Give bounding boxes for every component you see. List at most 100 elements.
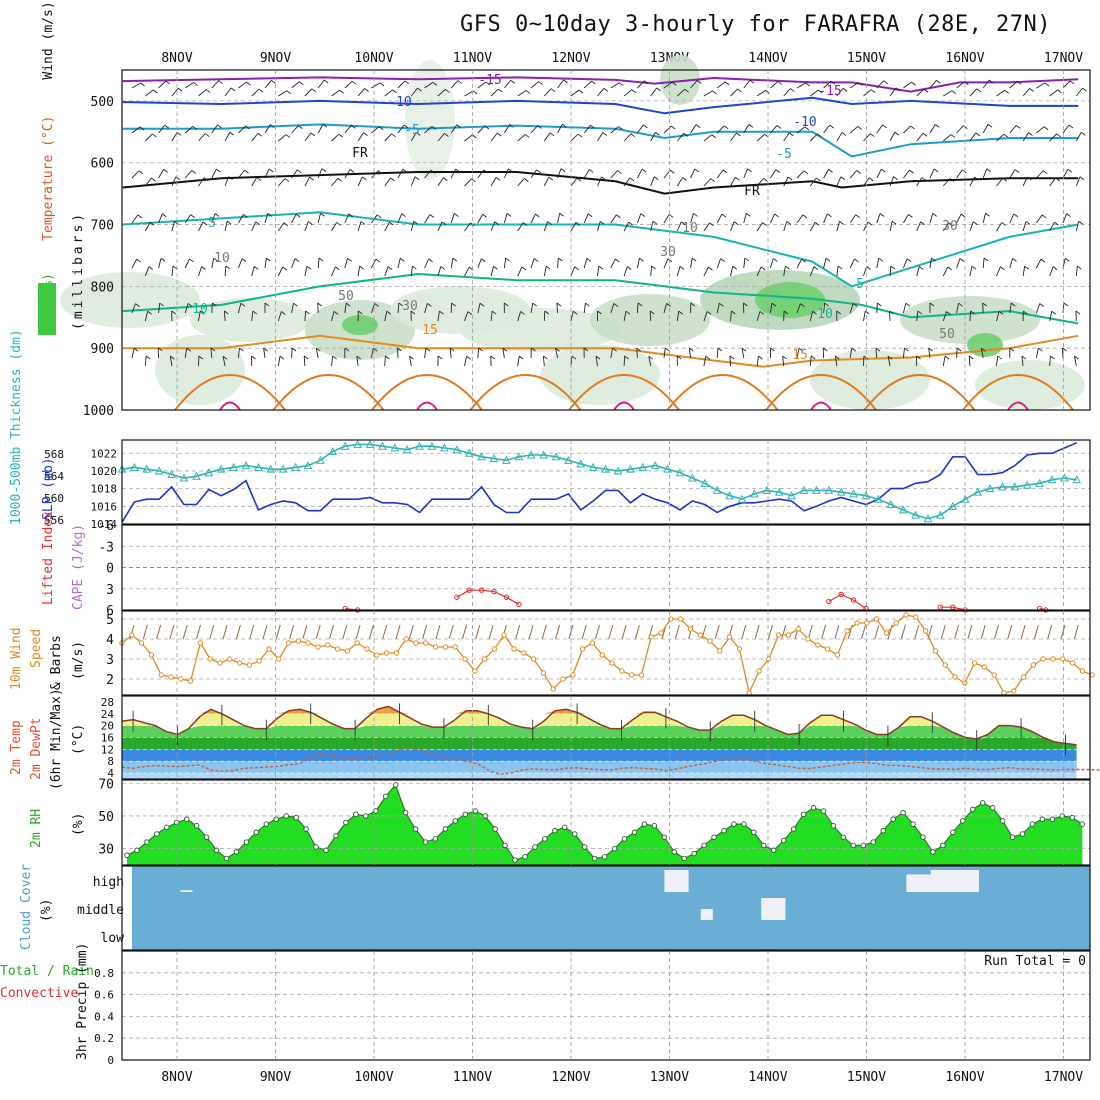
wind-barb-flag: [559, 212, 564, 217]
wind-speed-marker: [854, 620, 860, 626]
wind-barb: [968, 355, 971, 367]
thickness-marker: [1022, 480, 1032, 489]
wind-barb: [610, 170, 618, 179]
slp-line: [121, 441, 1078, 523]
wind-barb-flag: [576, 177, 582, 182]
wind-barb: [663, 125, 672, 134]
wind-barb: [756, 178, 764, 187]
rh-marker: [850, 842, 857, 849]
thickness-marker: [688, 473, 697, 482]
thickness-marker: [415, 441, 424, 450]
wind-barb-flag: [338, 133, 344, 138]
temp-band: [122, 737, 1077, 750]
wind-barb: [410, 176, 416, 187]
wind-barb-flag: [192, 126, 198, 130]
wind-barb-flag: [417, 87, 422, 92]
wind-ylabel-b: Speed: [29, 629, 44, 668]
thickness-marker: [402, 445, 412, 454]
wind-barb: [517, 311, 522, 322]
wind10m-barb: [249, 624, 255, 640]
wind-barb: [224, 221, 228, 232]
wind-speed-marker: [1011, 688, 1017, 694]
wind-barb: [809, 133, 818, 142]
wind-barb-flag: [239, 347, 244, 352]
wind-barb-flag: [1081, 131, 1086, 136]
wind-barb: [397, 169, 404, 179]
rh-marker: [830, 823, 837, 829]
wind-barb-flag: [878, 257, 883, 262]
precip-total-label: Total / Rain: [0, 964, 94, 979]
upper-air-ylabel2: (millibars): [71, 211, 86, 330]
wind10m-barb: [954, 624, 960, 640]
wind-barb-flag: [172, 265, 178, 270]
cloud-level-label: low: [101, 931, 125, 946]
rh-marker: [930, 849, 936, 855]
wind-barb-flag: [348, 213, 354, 218]
instability-frame: [121, 524, 1091, 611]
rh-marker: [333, 832, 339, 839]
rh-marker: [731, 821, 737, 827]
wind-barb-flag: [919, 265, 924, 270]
wind-barb-flag: [344, 347, 350, 352]
contour-label: 50: [939, 327, 955, 342]
wind-barb: [849, 82, 859, 89]
wind-barb-flag: [562, 123, 567, 128]
wind-barb: [171, 176, 177, 187]
wind-speed-marker: [658, 630, 664, 636]
wind-barb-flag: [536, 169, 541, 174]
wind-barb: [371, 82, 381, 89]
wind-barb-flag: [345, 302, 351, 307]
wind-barb-flag: [922, 132, 928, 137]
wind-barb: [676, 221, 682, 232]
wind10m-barb: [555, 624, 561, 640]
wind-barb-flag: [478, 347, 483, 352]
wind-barb: [796, 126, 806, 134]
pressure-tick: 500: [91, 95, 114, 110]
wind-barb-flag: [387, 266, 393, 270]
wind-barb-flag: [386, 310, 392, 315]
wind-barb: [676, 177, 683, 187]
rh-marker: [343, 819, 349, 826]
temp-band: [122, 706, 1077, 714]
contour-label: 10: [817, 307, 833, 322]
wind-barb-flag: [968, 355, 974, 360]
rh-marker: [363, 813, 369, 819]
wind-barb-flag: [318, 257, 324, 262]
wind-barb-flag: [917, 310, 923, 315]
wind-barb: [171, 87, 179, 97]
wind-barb-flag: [598, 265, 604, 270]
wind-barb-flag: [960, 213, 966, 218]
wind-barb-flag: [1028, 132, 1033, 136]
wind-barb-flag: [549, 132, 555, 137]
wind-barb-flag: [555, 347, 560, 352]
wind10m-barb: [674, 624, 680, 640]
wind-barb: [916, 311, 919, 322]
wind-speed-marker: [452, 644, 458, 650]
wind-speed-marker: [530, 656, 537, 662]
precip-tick: 0.8: [94, 967, 114, 980]
wind-barb: [876, 258, 880, 269]
temp-tick: 16: [101, 732, 114, 745]
wind-barb: [278, 134, 287, 142]
wind-barb: [530, 303, 534, 314]
wind-barb: [450, 80, 459, 89]
wind-barb: [956, 125, 964, 134]
rh-marker: [144, 839, 150, 845]
rh-marker: [890, 816, 896, 822]
wind-barb-flag: [222, 355, 228, 360]
wind-barb: [397, 124, 405, 134]
wind-barb-flag: [775, 169, 781, 173]
wind-barb: [636, 258, 640, 269]
wind-barb: [570, 311, 574, 322]
wind-barb: [464, 266, 470, 277]
wind-barb: [956, 169, 963, 179]
wind-barb-flag: [225, 265, 231, 270]
wind-barb: [796, 348, 800, 359]
precip-frame: [121, 950, 1091, 1061]
wind-barb-flag: [409, 355, 414, 360]
wind-barb-flag: [170, 355, 175, 360]
wind-barb-flag: [1043, 126, 1049, 131]
li-tick: -6: [98, 519, 114, 534]
wind-barb-flag: [599, 221, 605, 225]
wind-barb: [397, 302, 400, 314]
